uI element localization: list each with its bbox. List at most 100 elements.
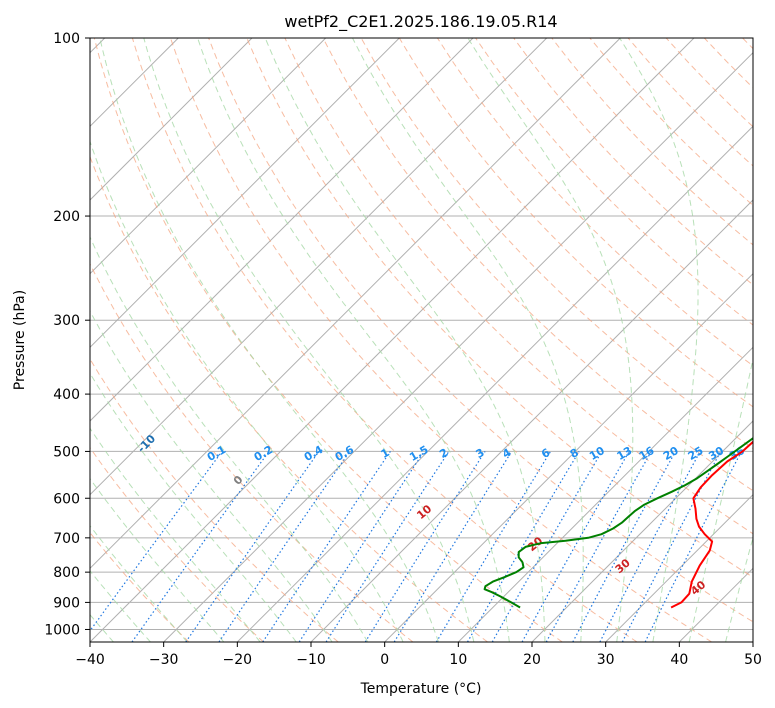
mixing-ratio-label: 6	[539, 446, 552, 461]
moist-adiabat-label: 10	[414, 502, 434, 522]
x-tick-label: 30	[597, 652, 615, 668]
mixing-ratio-line	[298, 451, 425, 642]
isotherm-line	[90, 38, 327, 275]
moist-adiabat-line	[264, 38, 546, 642]
y-tick-label: 100	[53, 31, 80, 47]
isotherm-line	[310, 199, 753, 642]
dry-adiabat-line	[322, 38, 753, 492]
y-axis-label: Pressure (hPa)	[12, 290, 28, 390]
reference-line-labels: 0.10.20.40.611.52346810131620253036-100-…	[135, 432, 747, 598]
y-tick-label: 400	[53, 387, 80, 403]
moist-adiabat-line	[90, 427, 261, 642]
x-axis-label: Temperature (°C)	[360, 681, 482, 697]
mixing-ratio-line	[90, 451, 223, 632]
mixing-ratio-label: 20	[661, 444, 681, 463]
chart-title: wetPf2_C2E1.2025.186.19.05.R14	[284, 12, 557, 32]
x-tick-label: −20	[223, 652, 253, 668]
mixing-ratio-label: 3	[474, 446, 487, 461]
sounding-profiles	[483, 436, 753, 609]
isotherm-line	[752, 641, 753, 642]
dewpoint-profile-line	[483, 436, 753, 609]
isotherm-line	[531, 420, 753, 642]
x-tick-label: 20	[523, 652, 541, 668]
moist-adiabat-label: 30	[613, 556, 633, 576]
mixing-ratio-label: 0.6	[333, 443, 357, 464]
mixing-ratio-line	[185, 451, 320, 642]
mixing-ratio-line	[325, 451, 450, 642]
y-axis-ticks: 100 200 300 400 500 600 700 800 900 1000	[44, 31, 90, 638]
dry-adiabat-line	[90, 531, 190, 642]
dry-adiabat-line	[703, 38, 753, 89]
x-tick-label: 40	[670, 652, 688, 668]
dry-adiabat-lines	[90, 38, 753, 642]
x-axis-ticks: −40 −30 −20 −10 0 10 20 30 40 50	[75, 642, 762, 668]
dry-adiabat-line	[513, 38, 753, 286]
y-tick-label: 600	[53, 491, 80, 507]
moist-adiabat-lines	[90, 38, 753, 642]
dry-adiabat-line	[246, 38, 753, 578]
moist-adiabat-line	[197, 38, 510, 642]
mixing-ratio-label: 0.4	[302, 443, 326, 464]
mixing-ratio-line	[521, 451, 630, 642]
mixing-ratio-label: 10	[587, 444, 607, 463]
y-tick-label: 300	[53, 313, 80, 329]
x-tick-label: −10	[296, 652, 326, 668]
dry-adiabat-line	[90, 262, 414, 642]
moist-adiabat-line	[90, 235, 369, 642]
dry-adiabat-line	[589, 38, 753, 206]
dry-adiabat-line	[742, 38, 753, 50]
dry-adiabat-line	[208, 38, 753, 623]
mixing-ratio-line	[364, 451, 486, 642]
mixing-ratio-line	[599, 451, 701, 642]
mixing-ratio-line	[131, 451, 270, 642]
dry-adiabat-line	[551, 38, 753, 246]
mixing-ratio-line	[644, 451, 743, 642]
y-tick-label: 500	[53, 444, 80, 460]
mixing-ratio-label: 25	[686, 444, 706, 463]
dry-adiabat-line	[90, 155, 488, 642]
moist-adiabat-line	[90, 524, 188, 642]
isotherm-line	[678, 567, 753, 642]
dry-adiabat-line	[284, 38, 753, 535]
mixing-ratio-line	[262, 451, 391, 642]
moist-adiabat-line	[143, 38, 475, 642]
x-tick-label: −40	[75, 652, 105, 668]
mixing-ratio-label: 1.5	[407, 443, 430, 464]
isotherm-line	[457, 346, 753, 642]
y-tick-label: 200	[53, 209, 80, 225]
moist-adiabat-line	[99, 38, 439, 642]
dry-adiabat-line	[170, 38, 712, 642]
dry-adiabat-line	[93, 38, 563, 642]
y-tick-label: 1000	[44, 622, 80, 638]
y-tick-label: 800	[53, 565, 80, 581]
x-tick-label: 10	[449, 652, 467, 668]
moist-adiabat-line	[619, 38, 699, 642]
moist-adiabat-line	[352, 38, 584, 642]
plot-frame	[89, 37, 754, 643]
mixing-ratio-lines	[90, 451, 743, 642]
dry-adiabat-line	[665, 38, 753, 128]
dry-adiabat-line	[90, 446, 264, 642]
dry-adiabat-line	[475, 38, 753, 326]
y-tick-label: 700	[53, 531, 80, 547]
temperature-profile-line	[670, 440, 753, 609]
mixing-ratio-line	[572, 451, 677, 642]
mixing-ratio-line	[545, 451, 652, 642]
isotherm-line	[605, 493, 753, 642]
mixing-ratio-label: 4	[500, 446, 513, 461]
moist-adiabat-line	[467, 38, 634, 642]
isotherm-line	[236, 125, 753, 642]
mixing-ratio-label: 13	[615, 444, 635, 463]
isotherm-line	[90, 38, 548, 496]
moist-adiabat-line	[90, 139, 404, 642]
y-tick-label: 900	[53, 595, 80, 611]
isotherm-line	[90, 38, 474, 422]
mixing-ratio-label: 1	[379, 446, 392, 461]
dry-adiabat-line	[90, 358, 339, 642]
isotherm-line	[90, 38, 695, 642]
x-tick-label: 50	[744, 652, 762, 668]
isotherm-line	[90, 38, 253, 201]
moist-adiabat-line	[90, 372, 297, 642]
dry-adiabat-line	[131, 38, 638, 642]
